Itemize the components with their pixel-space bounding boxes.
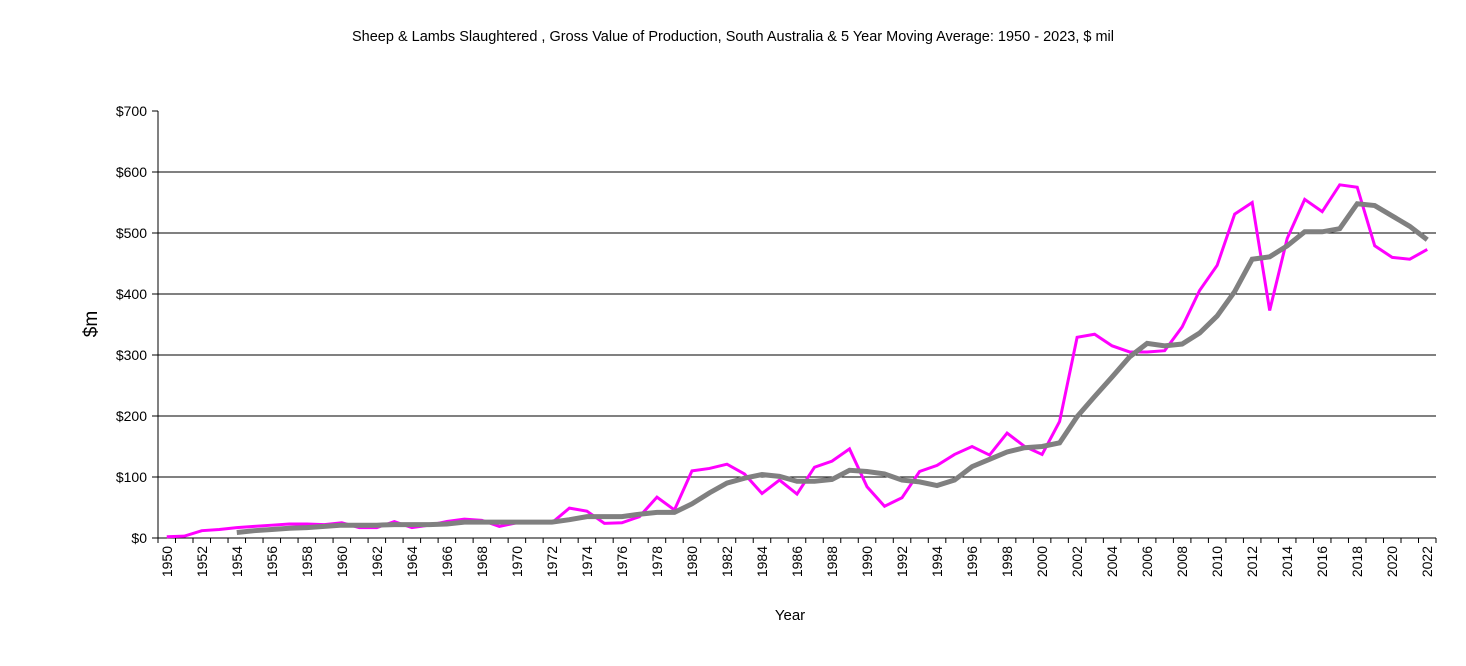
- y-axis-ticks: $0 $100 $200 $300 $400 $500 $600 $700: [116, 103, 158, 546]
- x-tick-label: 1986: [789, 546, 805, 577]
- x-tick-label: 1990: [859, 546, 875, 577]
- x-tick-label: 1974: [579, 546, 595, 577]
- x-tick-label: 1960: [334, 546, 350, 577]
- y-axis-title: $m: [81, 311, 102, 337]
- chart-title: Sheep & Lambs Slaughtered , Gross Value …: [352, 29, 1114, 45]
- x-tick-label: 2022: [1419, 546, 1435, 577]
- y-tick-label: $100: [116, 469, 147, 485]
- y-tick-label: $400: [116, 286, 147, 302]
- y-tick-label: $300: [116, 347, 147, 363]
- series-line-gross-value: [166, 183, 1428, 539]
- x-tick-label: 2006: [1139, 546, 1155, 577]
- x-tick-label: 2020: [1384, 546, 1400, 577]
- gridlines: [158, 171, 1436, 478]
- x-tick-label: 2014: [1279, 546, 1295, 577]
- x-tick-label: 1972: [544, 546, 560, 577]
- x-tick-label: 2016: [1314, 546, 1330, 577]
- x-tick-label: 1966: [439, 546, 455, 577]
- x-tick-label: 2012: [1244, 546, 1260, 577]
- x-tick-label: 1978: [649, 546, 665, 577]
- x-tick-label: 1988: [824, 546, 840, 577]
- y-tick-label: $500: [116, 225, 147, 241]
- x-tick-label: 2004: [1104, 546, 1120, 577]
- x-axis-title: Year: [775, 607, 805, 624]
- x-tick-label: 1964: [404, 546, 420, 577]
- x-tick-label: 1994: [929, 546, 945, 577]
- y-tick-label: $600: [116, 164, 147, 180]
- x-tick-label: 1968: [474, 546, 490, 577]
- x-tick-label: 1956: [264, 546, 280, 577]
- y-tick-label: $200: [116, 408, 147, 424]
- x-tick-label: 1998: [999, 546, 1015, 577]
- x-tick-label: 2010: [1209, 546, 1225, 577]
- x-axis-ticks: 1950 1952 1954 1956 1958 1960 1962 1964 1966 1968…: [157, 538, 1437, 577]
- x-tick-label: 1992: [894, 546, 910, 577]
- x-tick-label: 2018: [1349, 546, 1365, 577]
- y-tick-label: $0: [131, 530, 147, 546]
- x-tick-label: 1996: [964, 546, 980, 577]
- x-tick-label: 1976: [614, 546, 630, 577]
- y-tick-label: $700: [116, 103, 147, 119]
- x-tick-label: 1982: [719, 546, 735, 577]
- series-lines: [166, 183, 1429, 539]
- x-tick-label: 1962: [369, 546, 385, 577]
- x-tick-label: 2008: [1174, 546, 1190, 577]
- series-line-moving-average: [236, 201, 1429, 535]
- x-tick-label: 1952: [194, 546, 210, 577]
- x-tick-label: 1984: [754, 546, 770, 577]
- x-tick-label: 1980: [684, 546, 700, 577]
- x-tick-label: 1950: [159, 546, 175, 577]
- axes: [157, 111, 1436, 539]
- x-tick-label: 1970: [509, 546, 525, 577]
- x-tick-label: 1958: [299, 546, 315, 577]
- x-tick-label: 2002: [1069, 546, 1085, 577]
- x-tick-label: 2000: [1034, 546, 1050, 577]
- x-tick-label: 1954: [229, 546, 245, 577]
